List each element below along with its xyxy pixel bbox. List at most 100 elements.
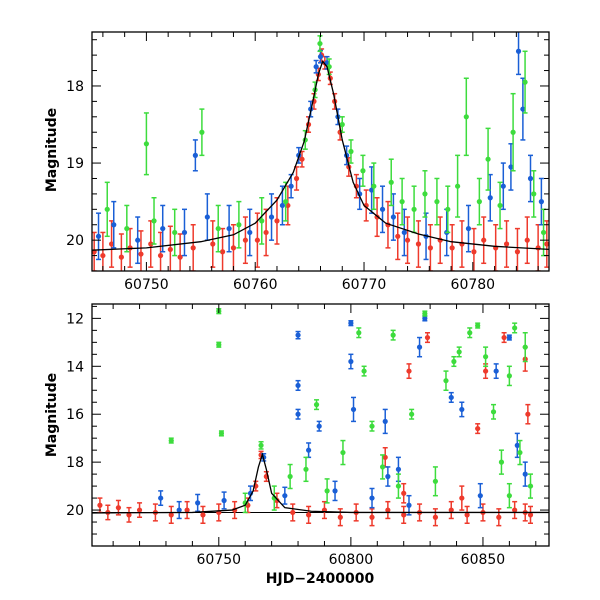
top-series2-point-19 [399, 199, 405, 205]
bottom-series1-point-2 [195, 500, 201, 506]
bottom-series1-point-21 [422, 315, 428, 321]
top-xtick-label-60780: 60780 [451, 277, 496, 293]
top-series1-point-30 [520, 106, 526, 112]
top-panel: 60750 60760 60770 60780 18 19 20 [66, 31, 550, 293]
top-y-axis-label: Magnitude [44, 108, 60, 192]
top-series0-point-5 [138, 251, 144, 257]
bottom-series1-point-20 [416, 344, 423, 350]
top-series0-point-9 [177, 254, 183, 260]
bottom-series1-point-22 [448, 394, 454, 401]
bottom-series2-point-17 [395, 483, 402, 489]
bottom-xtick-label-60850: 60850 [461, 552, 506, 568]
top-series2-point-17 [371, 183, 377, 189]
bottom-series2-point-7 [287, 473, 293, 480]
top-series2-point-9 [283, 199, 289, 205]
bottom-series1-point-15 [350, 406, 357, 413]
bottom-series0-point-3 [126, 512, 132, 518]
top-series1-point-3 [160, 225, 166, 232]
bottom-series2-point-12 [356, 330, 362, 336]
top-series0-point-39 [449, 245, 455, 251]
bottom-series2-point-19 [422, 310, 428, 317]
top-series0-point-17 [274, 218, 280, 224]
top-ytick-label-18: 18 [66, 79, 84, 95]
bottom-ytick-label-14: 14 [66, 359, 84, 375]
top-series0-point-1 [100, 252, 106, 259]
bottom-series1-point-10 [306, 447, 312, 453]
bottom-series0-point-37 [483, 368, 489, 374]
bottom-series1-point-14 [348, 358, 354, 365]
bottom-series1-point-28 [477, 493, 483, 499]
bottom-series0-point-8 [200, 512, 206, 518]
bottom-series2-point-14 [369, 423, 375, 429]
bottom-series2-point-23 [456, 349, 462, 355]
bottom-series0-point-17 [306, 512, 312, 518]
top-series0-point-3 [118, 254, 124, 260]
top-series0-point-8 [167, 246, 173, 253]
bottom-series2-point-27 [490, 409, 497, 415]
top-series0-point-6 [148, 241, 154, 247]
bottom-series2-point-25 [475, 322, 481, 329]
top-xtick-label-60760: 60760 [233, 277, 278, 293]
bottom-series1-point-13 [348, 320, 354, 326]
top-series2-point-15 [348, 148, 354, 155]
bottom-series2-point-22 [451, 358, 457, 365]
bottom-series0-point-16 [290, 509, 296, 516]
bottom-series2-point-24 [467, 330, 473, 336]
bottom-series0-point-23 [401, 512, 407, 518]
top-series0-point-14 [242, 237, 249, 243]
bottom-series0-point-25 [432, 514, 439, 520]
bottom-plot-area [92, 308, 549, 527]
bottom-series2-point-2 [216, 342, 222, 348]
bottom-series1-point-16 [369, 495, 375, 501]
bottom-series1-point-8 [295, 382, 301, 389]
top-series0-point-10 [190, 245, 196, 251]
bottom-series2-point-9 [313, 402, 320, 408]
top-series2-point-27 [485, 156, 491, 162]
bottom-series2-point-16 [390, 332, 396, 338]
top-xtick-label-60750: 60750 [124, 277, 169, 293]
bottom-series0-point-4 [136, 507, 143, 513]
top-series2-point-25 [463, 114, 469, 120]
bottom-series0-point-7 [184, 507, 190, 513]
bottom-series2-point-0 [168, 437, 174, 444]
bottom-series1-point-7 [295, 332, 301, 338]
top-series0-point-46 [524, 237, 530, 243]
bottom-series0-point-27 [464, 512, 470, 518]
top-series0-point-47 [535, 245, 541, 251]
top-series0-point-41 [471, 249, 477, 255]
top-series1-point-27 [487, 195, 493, 201]
bottom-series1-point-26 [514, 442, 520, 448]
top-series1-point-26 [465, 225, 472, 232]
bottom-series1-point-12 [332, 488, 338, 494]
bottom-series1-point-11 [316, 423, 322, 429]
top-series0-point-34 [395, 233, 401, 239]
top-series0-point-45 [514, 249, 521, 255]
top-series0-point-35 [404, 237, 411, 243]
bottom-series2-point-18 [409, 411, 415, 417]
bottom-series0-point-36 [475, 425, 481, 432]
top-series0-point-16 [263, 229, 269, 236]
bottom-ytick-label-16: 16 [66, 407, 84, 423]
top-series1-point-6 [204, 214, 210, 220]
x-axis-label: HJD−2400000 [266, 571, 375, 587]
top-series2-point-12 [317, 40, 323, 47]
top-series2-point-8 [259, 218, 265, 224]
top-series1-point-33 [515, 48, 522, 54]
top-series0-point-20 [299, 156, 305, 162]
bottom-series1-point-6 [282, 493, 288, 499]
top-series2-point-16 [360, 168, 366, 174]
top-series0-point-18 [285, 202, 291, 209]
bottom-series2-point-29 [506, 373, 512, 379]
bottom-series0-point-42 [459, 495, 465, 501]
bottom-series2-point-31 [517, 449, 523, 456]
top-plot-area [92, 32, 549, 271]
top-series2-point-4 [172, 229, 178, 236]
top-series2-point-24 [455, 183, 461, 189]
bottom-series2-point-13 [361, 368, 367, 374]
top-series1-point-5 [192, 152, 198, 158]
top-series1-point-29 [508, 164, 514, 170]
top-series2-point-26 [476, 199, 482, 205]
top-series1-point-21 [379, 206, 386, 212]
top-series1-point-20 [369, 187, 375, 193]
top-series0-point-42 [481, 237, 487, 243]
